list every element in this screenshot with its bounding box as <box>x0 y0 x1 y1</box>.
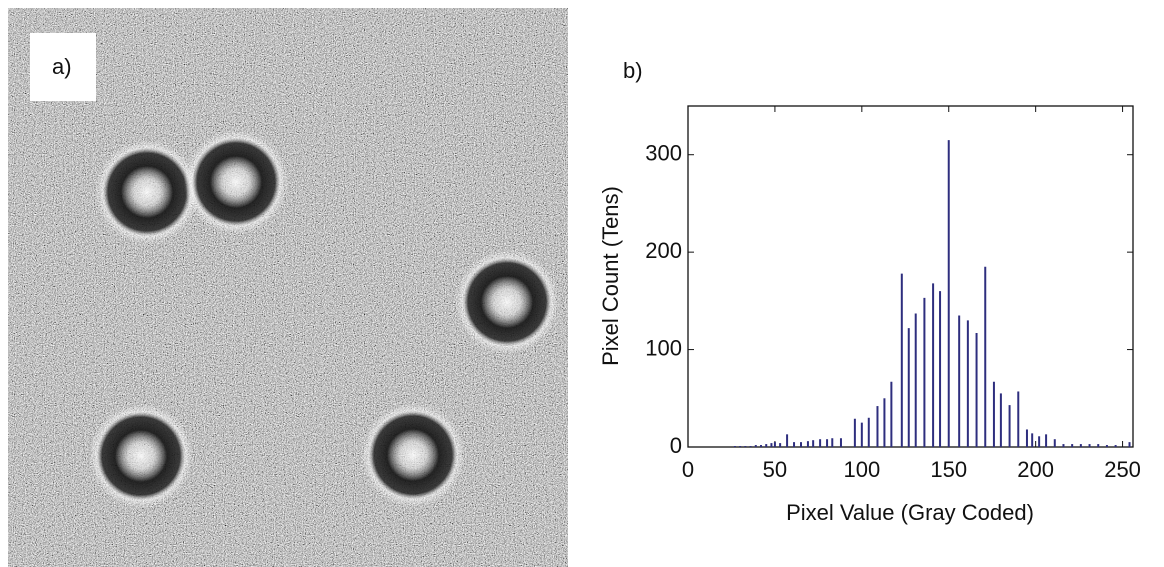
x-tick-label: 250 <box>1104 457 1141 482</box>
x-tick-label: 50 <box>763 457 787 482</box>
x-tick-label: 150 <box>930 457 967 482</box>
y-tick-label: 200 <box>645 238 682 263</box>
y-tick-label: 0 <box>670 433 682 458</box>
particle <box>361 403 465 507</box>
y-tick-label: 100 <box>645 335 682 360</box>
panel-label: a) <box>52 54 72 79</box>
particle <box>89 404 193 508</box>
plot-frame <box>687 105 1134 448</box>
x-axis-label: Pixel Value (Gray Coded) <box>786 500 1034 525</box>
particle <box>95 140 199 244</box>
particle <box>455 250 559 354</box>
x-tick-label: 100 <box>843 457 880 482</box>
y-axis-label: Pixel Count (Tens) <box>598 186 623 366</box>
panel-label: b) <box>623 58 643 83</box>
x-tick-label: 200 <box>1017 457 1054 482</box>
x-tick-label: 0 <box>682 457 694 482</box>
y-tick-label: 300 <box>645 141 682 166</box>
particle <box>184 130 288 234</box>
label-box <box>30 33 96 101</box>
image-panel: a) <box>8 8 568 567</box>
